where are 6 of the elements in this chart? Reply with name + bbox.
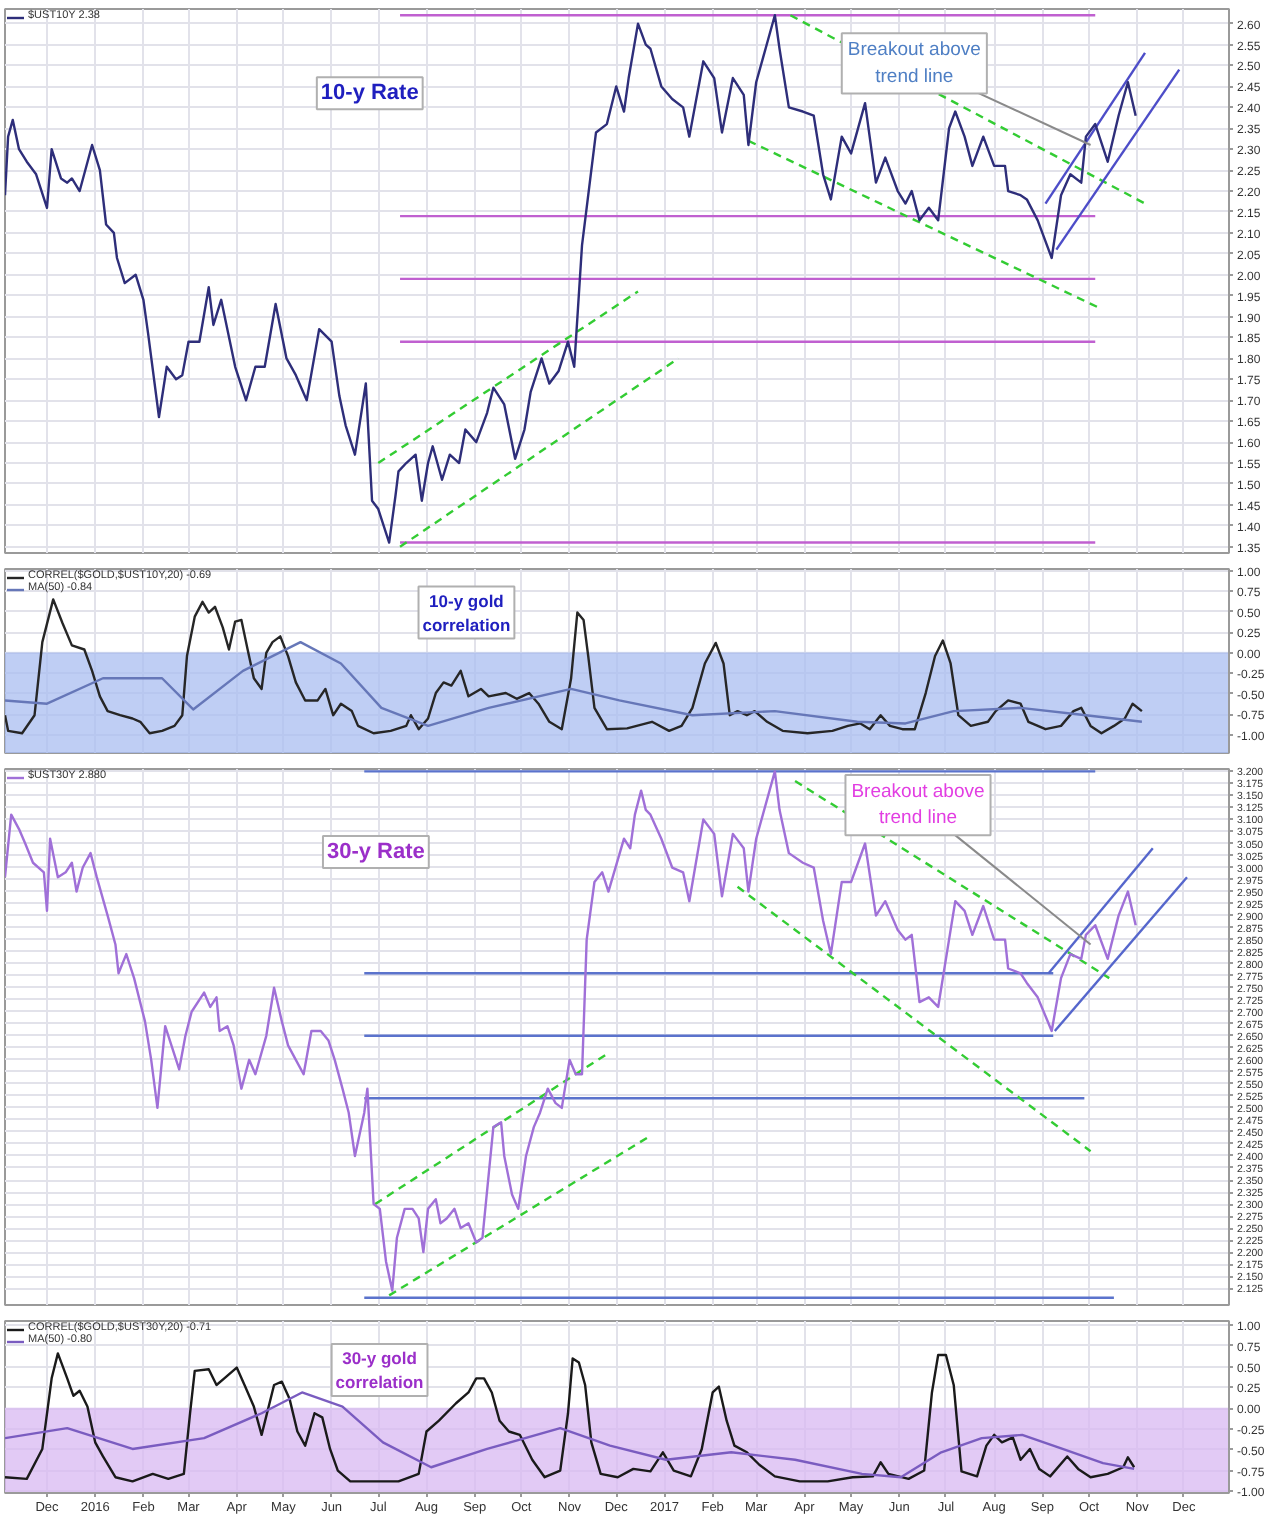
annotation: Breakout above trend line (847, 39, 981, 88)
annotation: 30-y Rate (326, 840, 425, 865)
annotation: Breakout above trend line (851, 780, 985, 830)
annotation: 30-y gold correlation (335, 1348, 424, 1393)
annotation: 10-y Rate (320, 81, 419, 106)
annotation: 10-y gold correlation (422, 590, 511, 635)
